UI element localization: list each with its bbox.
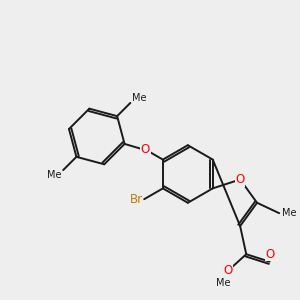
Text: O: O bbox=[265, 248, 274, 261]
Text: O: O bbox=[141, 143, 150, 156]
Text: Me: Me bbox=[47, 170, 62, 180]
Text: Me: Me bbox=[216, 278, 231, 288]
Text: O: O bbox=[224, 264, 233, 277]
Text: Me: Me bbox=[132, 93, 146, 103]
Text: O: O bbox=[236, 173, 245, 186]
Text: Br: Br bbox=[130, 193, 142, 206]
Text: Me: Me bbox=[282, 208, 296, 218]
